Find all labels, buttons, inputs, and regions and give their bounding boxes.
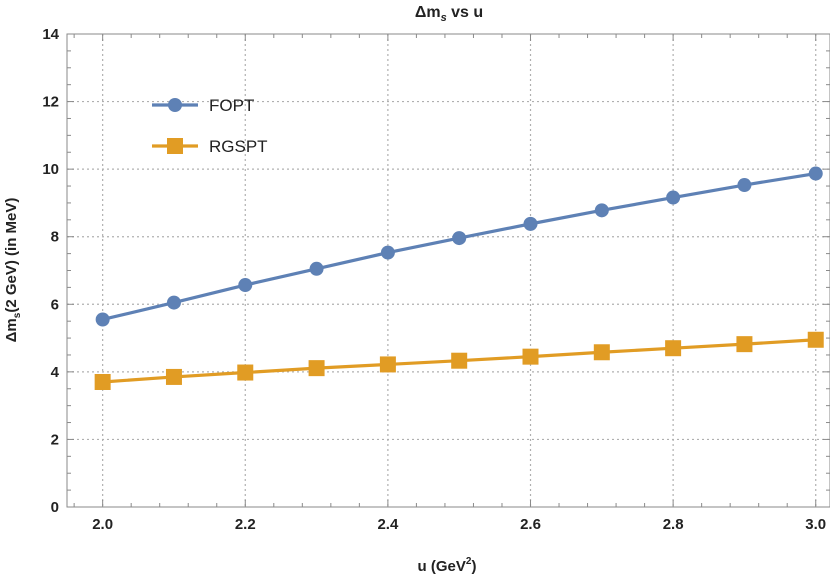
data-point-rgspt [593,344,610,361]
x-axis-label-main: u (GeV [418,558,466,575]
data-point-fopt [523,216,538,231]
x-axis-label: u (GeV2) [418,556,477,575]
data-point-fopt [594,203,609,218]
data-point-fopt [309,261,324,276]
data-point-rgspt [522,348,539,365]
x-tick-label: 2.4 [377,516,399,533]
data-point-rgspt [736,336,753,353]
x-tick-label: 3.0 [805,516,826,533]
data-point-fopt [666,190,681,205]
x-axis-label-sup: 2 [466,556,472,567]
data-point-rgspt [451,352,468,369]
series-line-fopt [102,171,816,322]
series [94,166,824,390]
data-point-rgspt [165,368,182,385]
data-point-rgspt [308,360,325,377]
x-tick-label: 2.8 [663,516,684,533]
data-point-rgspt [379,356,396,373]
y-tick-label: 8 [51,229,59,246]
grid [67,34,830,507]
y-axis-label-rest: (2 GeV) (in MeV) [3,198,20,313]
chart-title-main: Δm [415,4,441,21]
ticks: 2.0 2.2 2.4 2.6 2.8 3.0 0 2 4 6 8 10 12 14 [42,26,830,533]
y-tick-label: 10 [42,161,59,178]
legend-marker-rgspt [167,138,183,154]
y-tick-label: 14 [42,26,59,43]
y-tick-label: 4 [51,364,60,381]
y-tick-label: 0 [51,499,59,516]
data-point-rgspt [94,373,111,390]
data-point-rgspt [665,340,682,357]
legend: FOPT RGSPT [152,96,268,156]
y-tick-label: 2 [51,431,59,448]
data-point-fopt [737,178,752,193]
x-tick-label: 2.0 [92,516,113,533]
legend-marker-fopt [168,98,182,112]
x-tick-label: 2.6 [520,516,541,533]
y-axis-label-sub: s [12,312,23,318]
legend-label-rgspt: RGSPT [209,137,268,156]
chart-title-sub: s [441,12,447,24]
data-point-fopt [808,166,823,181]
y-axis-label: Δms(2 GeV) (in MeV) [3,198,23,343]
chart-title: Δms vs u [415,4,483,24]
data-point-fopt [238,278,253,293]
x-tick-label: 2.2 [235,516,256,533]
y-axis-label-main: Δm [3,318,20,342]
chart-title-rest: vs u [447,4,483,21]
y-tick-label: 6 [51,296,59,313]
y-tick-label: 12 [42,94,59,111]
x-axis-label-rest: ) [471,558,476,575]
data-point-fopt [95,312,110,327]
data-point-fopt [380,245,395,260]
data-point-fopt [452,231,467,246]
data-point-rgspt [807,331,824,348]
data-point-fopt [166,295,181,310]
legend-label-fopt: FOPT [209,96,254,115]
data-point-rgspt [237,364,254,381]
